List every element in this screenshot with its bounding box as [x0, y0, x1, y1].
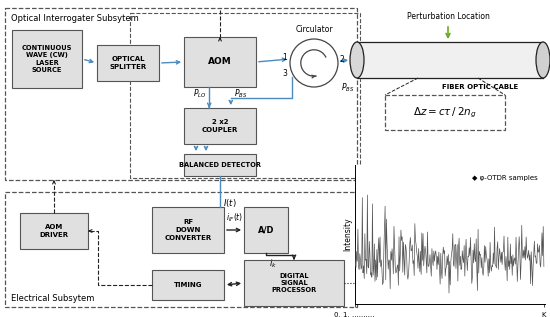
Bar	[5, 8, 357, 180]
Bar	[244, 207, 288, 253]
Text: RF
DOWN
CONVERTER: RF DOWN CONVERTER	[164, 219, 212, 241]
Bar	[20, 213, 88, 249]
Text: Electrical Subsytem: Electrical Subsytem	[11, 294, 95, 303]
Ellipse shape	[350, 42, 364, 78]
Ellipse shape	[536, 42, 550, 78]
Text: $I(t)$: $I(t)$	[223, 197, 236, 209]
Bar	[184, 154, 256, 176]
Text: $\Delta z = c\tau\,/\,2n_g$: $\Delta z = c\tau\,/\,2n_g$	[413, 105, 477, 120]
Text: DIGITAL
SIGNAL
PROCESSOR: DIGITAL SIGNAL PROCESSOR	[271, 273, 317, 294]
Text: $i_{IF}(t)$: $i_{IF}(t)$	[226, 211, 243, 224]
Bar	[152, 207, 224, 253]
Text: A/D: A/D	[258, 225, 274, 235]
Text: CONTINUOUS
WAVE (CW)
LASER
SOURCE: CONTINUOUS WAVE (CW) LASER SOURCE	[22, 45, 72, 73]
Bar	[152, 270, 224, 300]
Bar	[5, 192, 357, 307]
Text: $P_{BS}$: $P_{BS}$	[234, 87, 248, 100]
Bar	[184, 108, 256, 144]
Text: $P_{BS}$: $P_{BS}$	[341, 81, 355, 94]
Text: FIBER OPTIC CABLE: FIBER OPTIC CABLE	[442, 84, 518, 90]
Text: $i_k$: $i_k$	[269, 258, 277, 270]
Bar	[244, 260, 344, 306]
Text: 2 x2
COUPLER: 2 x2 COUPLER	[202, 119, 238, 133]
Text: ◆ φ-OTDR samples: ◆ φ-OTDR samples	[472, 175, 538, 181]
Text: Circulator: Circulator	[295, 25, 333, 34]
Bar	[184, 37, 256, 87]
Text: $P_{LO}$: $P_{LO}$	[192, 87, 206, 100]
Text: 3: 3	[282, 68, 287, 77]
Text: 2: 2	[340, 55, 345, 63]
Y-axis label: Intensity: Intensity	[343, 218, 352, 251]
Bar	[385, 95, 505, 130]
Text: AOM
DRIVER: AOM DRIVER	[40, 224, 69, 238]
Text: Optical Interrogater Subsytem: Optical Interrogater Subsytem	[11, 14, 139, 23]
Text: Perturbation Location: Perturbation Location	[406, 12, 490, 21]
Bar	[130, 13, 360, 178]
Text: OPTICAL
SPLITTER: OPTICAL SPLITTER	[109, 56, 147, 70]
Bar	[97, 45, 159, 81]
Text: TIMING: TIMING	[174, 282, 202, 288]
Text: BALANCED DETECTOR: BALANCED DETECTOR	[179, 162, 261, 168]
Text: AOM: AOM	[208, 57, 232, 67]
Bar	[12, 30, 82, 88]
Text: 1: 1	[282, 53, 287, 61]
